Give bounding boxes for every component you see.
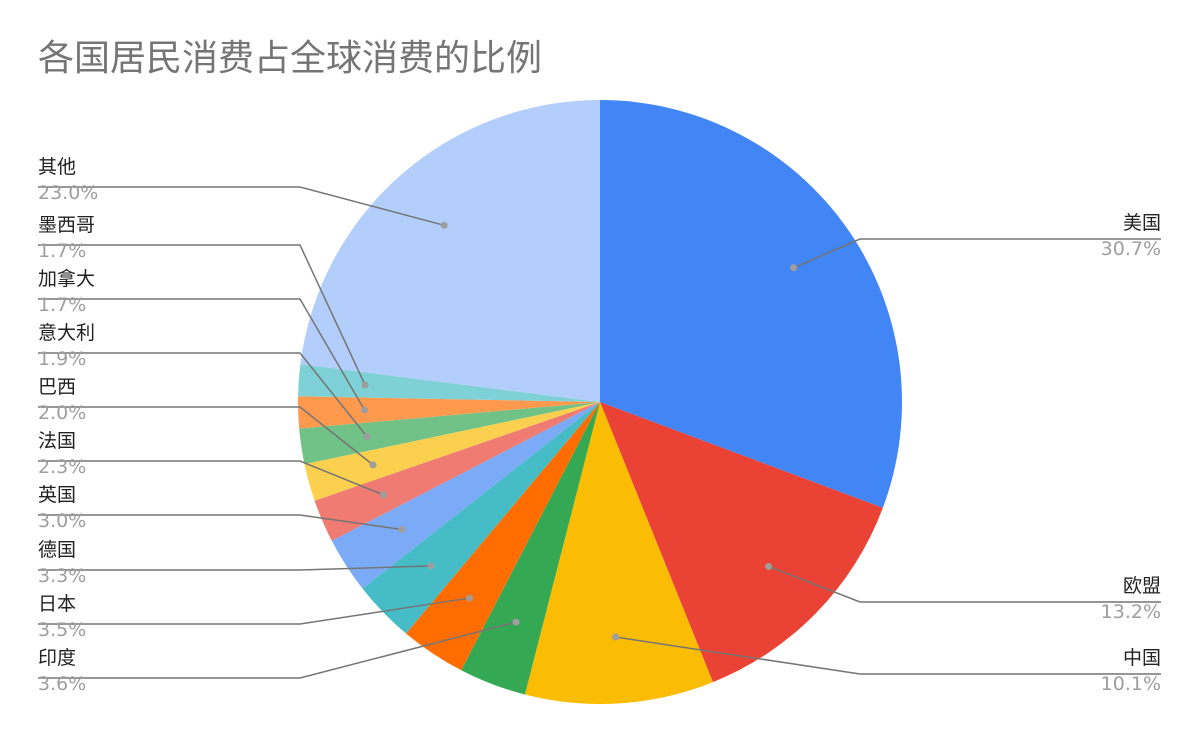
- leader-dot-5: [465, 594, 473, 602]
- leader-dot-13: [440, 221, 448, 229]
- slice-label-12: 墨西哥: [38, 214, 95, 236]
- pie-slice-10[interactable]: [299, 402, 600, 465]
- slice-label-7: 英国: [38, 484, 76, 506]
- slice-label-8: 法国: [38, 430, 76, 452]
- leader-dot-3: [612, 633, 620, 641]
- leader-line-8: [38, 460, 384, 496]
- slice-percent-12: 1.7%: [38, 240, 86, 262]
- leader-dot-12: [361, 381, 369, 389]
- slice-label-2: 欧盟: [1123, 575, 1161, 597]
- leader-dot-2: [765, 562, 773, 570]
- leader-dot-7: [398, 525, 406, 533]
- leader-dot-6: [427, 562, 435, 570]
- leader-dot-9: [369, 461, 377, 469]
- leader-line-6: [38, 565, 431, 571]
- pie-slice-13[interactable]: [300, 100, 600, 402]
- pie-slices: [298, 100, 902, 704]
- slice-label-4: 印度: [38, 647, 76, 669]
- pie-slice-5[interactable]: [406, 402, 600, 671]
- pie-slice-9[interactable]: [304, 402, 600, 501]
- slice-percent-11: 1.7%: [38, 294, 86, 316]
- slice-label-11: 加拿大: [38, 267, 95, 290]
- leader-line-2: [768, 565, 1161, 603]
- pie-slice-7[interactable]: [331, 402, 600, 589]
- leader-dot-1: [790, 264, 798, 272]
- leader-line-5: [38, 597, 470, 625]
- leader-line-4: [38, 621, 517, 679]
- pie-slice-3[interactable]: [524, 402, 713, 704]
- leader-dot-11: [361, 406, 369, 414]
- pie-slice-6[interactable]: [362, 402, 600, 634]
- slice-percent-3: 10.1%: [1101, 673, 1161, 695]
- slice-label-1: 美国: [1123, 212, 1161, 234]
- pie-slice-11[interactable]: [298, 396, 600, 429]
- slice-percent-6: 3.3%: [38, 565, 86, 587]
- slice-label-3: 中国: [1123, 647, 1161, 669]
- pie-slice-4[interactable]: [461, 402, 600, 695]
- slice-label-6: 德国: [38, 539, 76, 561]
- chart-title: 各国居民消费占全球消费的比例: [38, 38, 542, 79]
- slice-percent-7: 3.0%: [38, 510, 86, 532]
- leader-lines: [38, 186, 1161, 679]
- slice-percent-4: 3.6%: [38, 673, 86, 695]
- leader-line-11: [38, 298, 366, 411]
- slice-percent-13: 23.0%: [38, 182, 98, 204]
- slice-percent-9: 2.0%: [38, 402, 86, 424]
- slice-percent-5: 3.5%: [38, 619, 86, 641]
- leader-line-7: [38, 514, 403, 531]
- leader-line-10: [38, 352, 368, 438]
- pie-slice-8[interactable]: [314, 402, 600, 541]
- leader-line-3: [615, 636, 1161, 675]
- leader-line-1: [793, 238, 1161, 269]
- leader-line-9: [38, 406, 374, 466]
- slice-percent-10: 1.9%: [38, 348, 86, 370]
- slice-labels: 美国 30.7% 欧盟 13.2% 中国 10.1% 其他 23.0% 墨西哥 1.7% 加拿大 1.…: [38, 156, 1161, 695]
- pie-slice-12[interactable]: [298, 364, 600, 402]
- slice-label-9: 巴西: [38, 376, 76, 398]
- pie-slice-2[interactable]: [600, 402, 883, 683]
- slice-percent-1: 30.7%: [1101, 238, 1161, 260]
- leader-dot-8: [380, 491, 388, 499]
- slice-label-13: 其他: [38, 156, 76, 178]
- slice-percent-2: 13.2%: [1101, 601, 1161, 623]
- slice-label-10: 意大利: [38, 322, 95, 344]
- leader-line-12: [38, 244, 366, 386]
- leader-dot-4: [512, 618, 520, 626]
- leader-dot-10: [363, 433, 371, 441]
- leader-line-13: [38, 186, 445, 227]
- pie-slice-1[interactable]: [600, 100, 902, 508]
- slice-label-5: 日本: [38, 593, 76, 615]
- slice-percent-8: 2.3%: [38, 456, 86, 478]
